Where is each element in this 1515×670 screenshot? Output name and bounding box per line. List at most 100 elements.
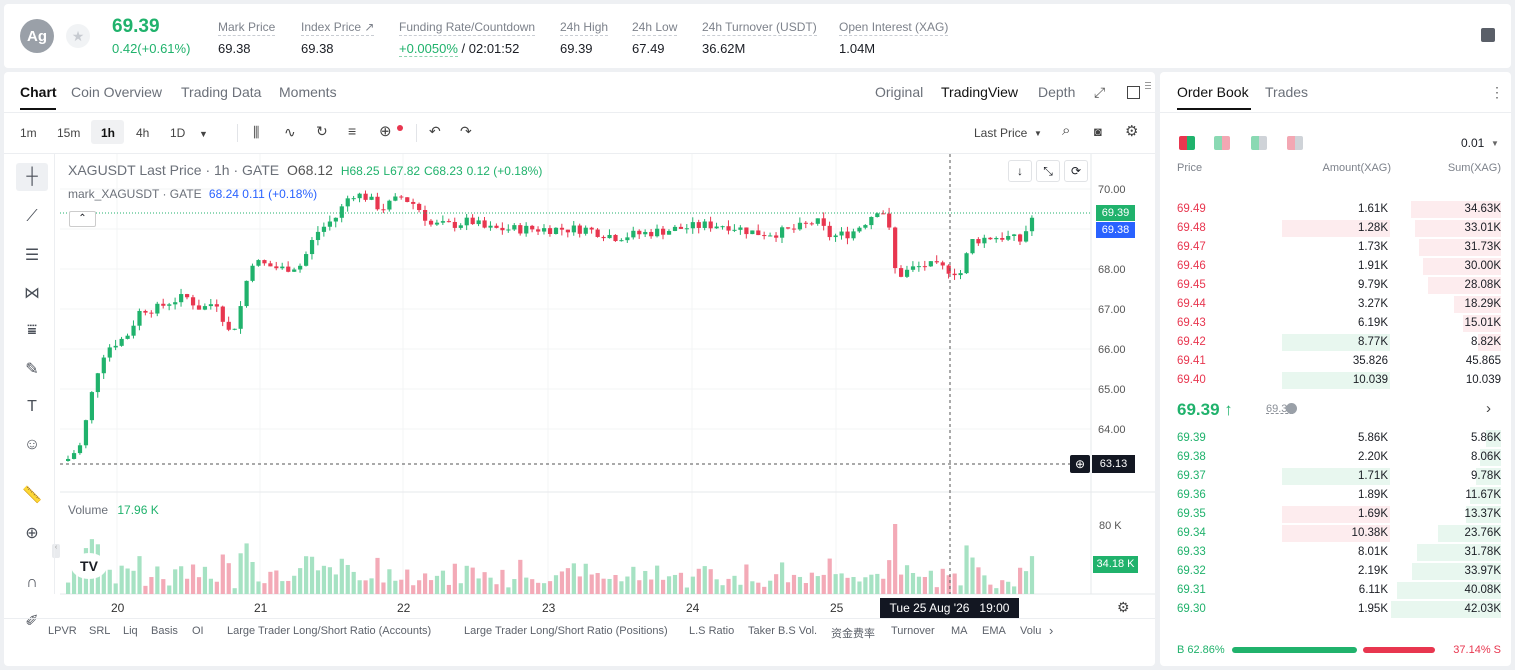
ind-funding-rate[interactable]: 资金费率 [831, 628, 875, 640]
bid-row[interactable]: 69.39 5.86K 5.86K [1160, 429, 1511, 448]
window-icon[interactable] [1127, 86, 1140, 99]
bid-row[interactable]: 69.34 10.38K 23.76K [1160, 524, 1511, 543]
tab-trading-data[interactable]: Trading Data [181, 84, 262, 100]
tab-coin-overview[interactable]: Coin Overview [71, 84, 163, 100]
brush-tool-icon[interactable]: ✎ [25, 361, 39, 378]
ind-oi[interactable]: OI [192, 625, 204, 637]
tab-order-book[interactable]: Order Book [1177, 84, 1249, 100]
col-sum: Sum(XAG) [1447, 162, 1501, 174]
ask-row[interactable]: 69.42 8.77K 8.82K [1160, 333, 1511, 352]
candle-type-icon[interactable]: ⫼ [253, 124, 260, 140]
mid-info-icon[interactable] [1286, 403, 1297, 414]
redo-icon[interactable]: ↷ [460, 123, 472, 139]
view-original[interactable]: Original [875, 84, 924, 100]
guide-book-icon[interactable] [1481, 28, 1495, 42]
ind-taker-vol[interactable]: Taker B.S Vol. [748, 625, 818, 637]
collapse-legend-icon[interactable]: ⌃ [69, 211, 96, 227]
search-icon[interactable]: ⌕ [1062, 122, 1071, 139]
collapse-toolbar-icon[interactable]: ‹ [52, 544, 60, 558]
ind-ma[interactable]: MA [951, 625, 968, 637]
interval-1m[interactable]: 1m [20, 126, 37, 140]
interval-15m[interactable]: 15m [57, 126, 81, 140]
view-bids-icon[interactable] [1214, 136, 1230, 150]
interval-4h[interactable]: 4h [136, 126, 150, 140]
bid-row[interactable]: 69.30 1.95K 42.03K [1160, 600, 1511, 619]
expand-icon[interactable]: ⤢ [1094, 84, 1106, 100]
view-bids-only-icon[interactable] [1251, 136, 1267, 150]
price-type-caret-icon[interactable]: ▼ [1034, 129, 1042, 138]
fib-tool-icon[interactable]: ⩸ [27, 322, 37, 339]
bid-row[interactable]: 69.38 2.20K 8.06K [1160, 448, 1511, 467]
ind-turnover[interactable]: Turnover [891, 625, 935, 637]
fullscreen-icon[interactable]: ⤡ [1036, 160, 1060, 182]
ind-scroll-right-icon[interactable]: › [1049, 623, 1054, 638]
ask-row[interactable]: 69.49 1.61K 34.63K [1160, 200, 1511, 219]
crosshair-plus-icon[interactable]: ⊕ [1070, 455, 1090, 473]
ind-srl[interactable]: SRL [89, 625, 111, 637]
ask-row[interactable]: 69.43 6.19K 15.01K [1160, 314, 1511, 333]
magnet-icon[interactable]: ∩ [26, 574, 38, 591]
bid-row[interactable]: 69.33 8.01K 31.78K [1160, 543, 1511, 562]
ask-row[interactable]: 69.47 1.73K 31.73K [1160, 238, 1511, 257]
bid-row[interactable]: 69.31 6.11K 40.08K [1160, 581, 1511, 600]
interval-1d[interactable]: 1D [170, 126, 186, 140]
view-depth[interactable]: Depth [1038, 84, 1076, 100]
favorite-star-icon[interactable]: ★ [66, 24, 90, 48]
horizontal-lines-icon[interactable]: ☰ [24, 247, 40, 264]
scroll-down-icon[interactable]: ↓ [1008, 160, 1032, 182]
view-asks-only-icon[interactable] [1287, 136, 1303, 150]
ind-ls-ratio[interactable]: L.S Ratio [689, 625, 735, 637]
bid-row[interactable]: 69.36 1.89K 11.67K [1160, 486, 1511, 505]
indicators-icon[interactable]: ∿ [284, 124, 296, 140]
view-tradingview[interactable]: TradingView [941, 84, 1019, 100]
price-type-select[interactable]: Last Price [974, 126, 1028, 140]
precision-caret-icon[interactable]: ▼ [1491, 139, 1499, 148]
panel-menu-icon[interactable] [1145, 82, 1151, 83]
ind-lpvr[interactable]: LPVR [48, 625, 77, 637]
pencil-lock-icon[interactable]: ✐ [25, 613, 39, 630]
ind-ltlsr-accounts[interactable]: Large Trader Long/Short Ratio (Accounts) [227, 625, 432, 637]
trend-line-icon[interactable]: ⟋ [26, 208, 38, 225]
bid-row[interactable]: 69.37 1.71K 9.78K [1160, 467, 1511, 486]
interval-1h[interactable]: 1h [101, 126, 116, 140]
ind-volume[interactable]: Volu [1020, 625, 1042, 637]
settings-gear-icon[interactable]: ⚙ [1125, 123, 1139, 140]
precision-select[interactable]: 0.01 [1461, 136, 1485, 150]
ind-liq[interactable]: Liq [123, 625, 138, 637]
pattern-tool-icon[interactable]: ⋈ [24, 285, 40, 302]
ask-row[interactable]: 69.41 35.826 45.865 [1160, 352, 1511, 371]
reset-icon[interactable]: ⟳ [1064, 160, 1088, 182]
ind-ema[interactable]: EMA [982, 625, 1006, 637]
stat-index-price[interactable]: Index Price ↗ 69.38 [301, 20, 375, 56]
ask-row[interactable]: 69.44 3.27K 18.29K [1160, 295, 1511, 314]
ob-more-icon[interactable]: ⋮ [1490, 84, 1504, 100]
ask-row[interactable]: 69.48 1.28K 33.01K [1160, 219, 1511, 238]
tab-trades[interactable]: Trades [1265, 84, 1309, 100]
tab-chart[interactable]: Chart [20, 84, 57, 100]
crosshair-tool-icon[interactable]: ┼ [16, 163, 48, 191]
undo-icon[interactable]: ↶ [429, 123, 441, 139]
ask-row[interactable]: 69.45 9.79K 28.08K [1160, 276, 1511, 295]
view-both-icon[interactable] [1179, 136, 1195, 150]
stat-funding-rate[interactable]: Funding Rate/Countdown +0.0050% / 02:01:5… [399, 20, 536, 57]
time-settings-icon[interactable]: ⚙ [1117, 599, 1130, 615]
ruler-tool-icon[interactable]: 📏 [22, 487, 42, 504]
price-chart-svg[interactable]: 70.0069.0068.0067.0066.0065.0064.0020212… [4, 72, 1155, 666]
bid-row[interactable]: 69.35 1.69K 13.37K [1160, 505, 1511, 524]
ind-basis[interactable]: Basis [151, 625, 178, 637]
text-tool-icon[interactable]: T [27, 398, 37, 415]
bid-row[interactable]: 69.32 2.19K 33.97K [1160, 562, 1511, 581]
mid-chevron-right-icon[interactable]: › [1486, 400, 1491, 417]
tab-moments[interactable]: Moments [279, 84, 337, 100]
zoom-in-icon[interactable]: ⊕ [25, 525, 39, 542]
template-icon[interactable]: ≡ [348, 123, 357, 139]
ask-row[interactable]: 69.40 10.039 10.039 [1160, 371, 1511, 390]
ind-ltlsr-positions[interactable]: Large Trader Long/Short Ratio (Positions… [464, 625, 668, 637]
compare-icon[interactable]: ↻ [316, 123, 328, 139]
stat-mark-price[interactable]: Mark Price 69.38 [218, 20, 276, 56]
interval-dropdown-icon[interactable]: ▼ [199, 129, 208, 139]
ask-row[interactable]: 69.46 1.91K 30.00K [1160, 257, 1511, 276]
add-indicator-icon[interactable]: ⊕ [379, 123, 392, 140]
emoji-tool-icon[interactable]: ☺ [23, 436, 41, 453]
camera-icon[interactable]: ◙ [1094, 124, 1102, 139]
